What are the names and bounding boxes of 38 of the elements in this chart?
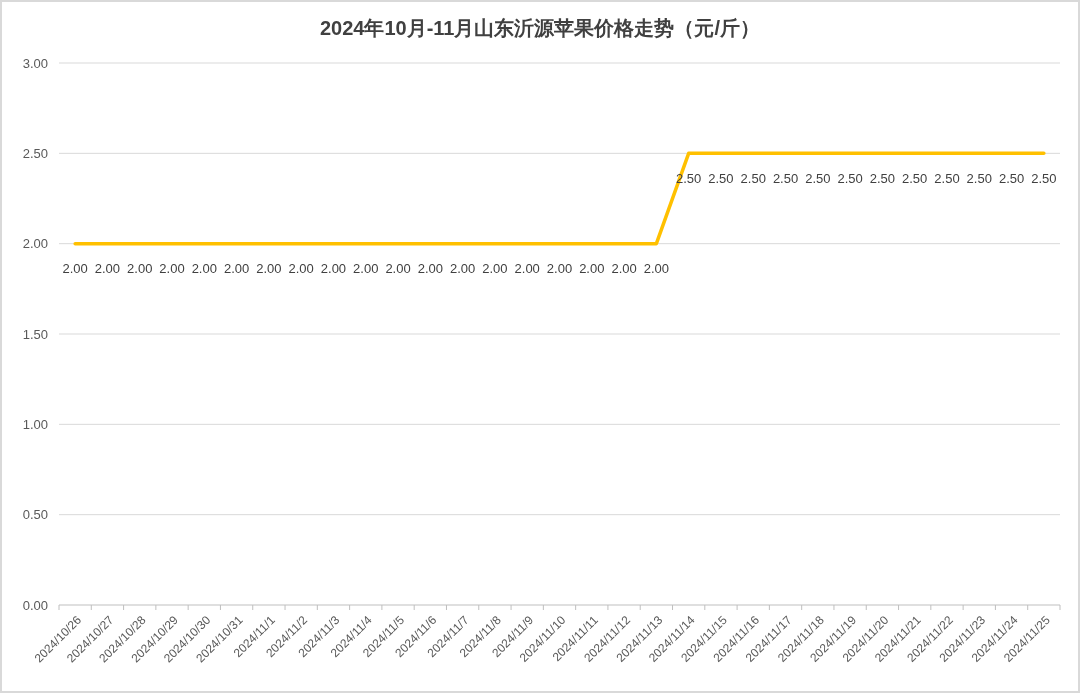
data-label: 2.00 <box>385 261 411 277</box>
data-label: 2.50 <box>740 170 766 186</box>
y-tick-label: 3.00 <box>22 55 48 71</box>
data-label: 2.00 <box>191 261 217 277</box>
data-label: 2.00 <box>223 261 250 277</box>
data-label: 2.50 <box>1031 170 1057 186</box>
data-label: 2.00 <box>94 261 121 277</box>
data-label: 2.00 <box>449 261 476 277</box>
data-label: 2.00 <box>288 261 314 277</box>
data-label: 2.00 <box>256 261 282 277</box>
data-label: 2.00 <box>514 261 540 277</box>
data-label: 2.50 <box>708 170 734 186</box>
data-label: 2.00 <box>62 261 88 277</box>
data-label: 2.50 <box>966 170 992 186</box>
data-label: 2.50 <box>869 170 896 186</box>
data-label: 2.00 <box>579 261 605 277</box>
data-label: 2.00 <box>546 261 573 277</box>
data-label: 2.00 <box>482 261 508 277</box>
data-label: 2.00 <box>417 261 443 277</box>
data-label: 2.00 <box>643 261 670 277</box>
data-label: 2.50 <box>837 170 863 186</box>
data-label: 2.00 <box>353 261 379 277</box>
y-tick-label: 2.00 <box>22 236 48 252</box>
y-tick-label: 1.00 <box>22 416 48 432</box>
title: 2024年10月-11月山东沂源苹果价格走势（元/斤） <box>319 17 761 39</box>
y-tick-label: 1.50 <box>22 326 48 342</box>
data-label: 2.50 <box>998 170 1025 186</box>
y-tick-label: 0.50 <box>22 507 48 523</box>
y-tick-label: 2.50 <box>22 145 48 161</box>
data-label: 2.00 <box>159 261 185 277</box>
data-label: 2.50 <box>772 170 799 186</box>
data-label: 2.00 <box>611 261 637 277</box>
data-label: 2.50 <box>805 170 831 186</box>
data-label: 2.00 <box>127 261 153 277</box>
y-tick-label: 0.00 <box>22 597 48 613</box>
data-label: 2.50 <box>934 170 960 186</box>
data-label: 2.00 <box>320 261 347 277</box>
data-label: 2.50 <box>902 170 928 186</box>
